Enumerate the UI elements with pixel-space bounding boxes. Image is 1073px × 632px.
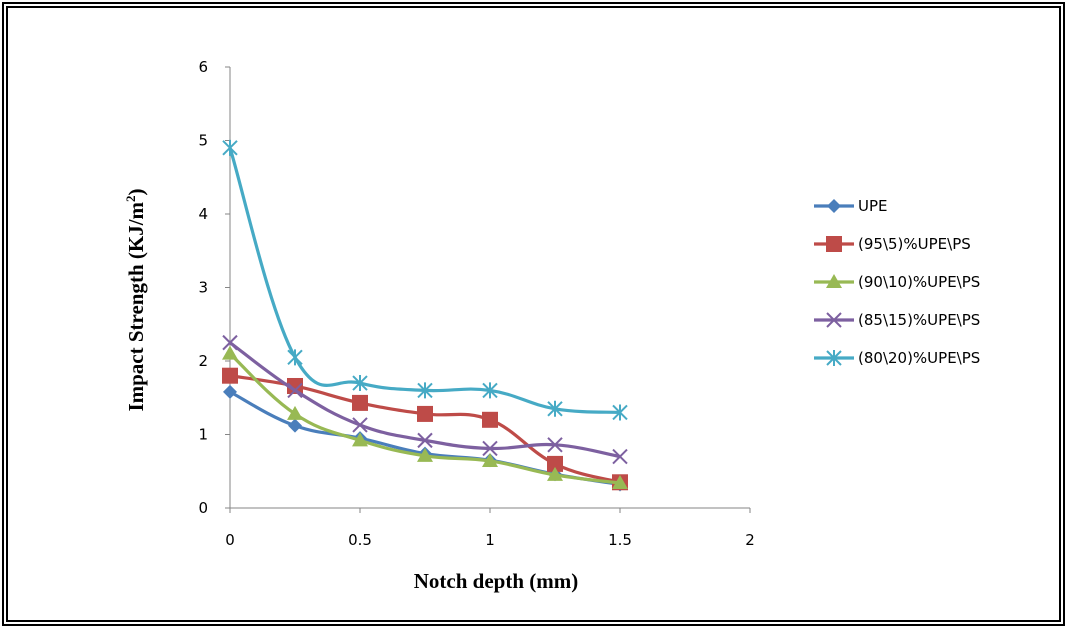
data-point xyxy=(547,455,563,472)
legend-item: (90\10)%UPE\PS xyxy=(814,273,980,291)
legend-swatch-marker xyxy=(826,236,842,252)
legend-item: (95\5)%UPE\PS xyxy=(814,235,971,253)
x-tick-label: 1.5 xyxy=(608,531,632,549)
data-point xyxy=(482,440,498,457)
y-axis-title-sup: 2 xyxy=(123,195,138,202)
y-axis-title: Impact Strength (KJ/m2) xyxy=(123,188,148,411)
data-point xyxy=(287,382,303,399)
y-tick-label: 2 xyxy=(198,352,208,370)
data-point xyxy=(287,377,303,394)
data-point xyxy=(287,405,303,420)
data-point xyxy=(482,452,498,467)
y-tick-label: 1 xyxy=(198,426,208,444)
legend-swatch-marker xyxy=(826,350,842,366)
y-axis-title-close: ) xyxy=(124,188,148,195)
legend-swatch-marker xyxy=(827,199,841,213)
x-tick-label: 0.5 xyxy=(348,531,372,549)
outer-frame xyxy=(2,2,1065,626)
series-3 xyxy=(222,334,628,465)
y-tick-label: 4 xyxy=(198,205,208,223)
data-point xyxy=(352,375,368,392)
legend-swatch-marker xyxy=(826,312,842,328)
legend-label: (95\5)%UPE\PS xyxy=(858,235,971,253)
legend-label: UPE xyxy=(858,197,888,215)
y-tick-label: 6 xyxy=(198,58,208,76)
series-layer xyxy=(222,139,628,492)
legend-swatch-marker xyxy=(826,274,842,288)
x-tick-label: 2 xyxy=(745,531,755,549)
y-tick-label: 3 xyxy=(198,279,208,297)
series-2 xyxy=(222,345,628,490)
x-tick-label: 0 xyxy=(225,531,235,549)
legend-label: (80\20)%UPE\PS xyxy=(858,349,980,367)
data-point xyxy=(547,400,563,417)
data-point xyxy=(288,418,302,433)
data-point xyxy=(482,411,498,428)
legend-item: (85\15)%UPE\PS xyxy=(814,311,980,329)
data-point xyxy=(417,382,433,399)
data-point xyxy=(222,139,238,156)
data-point xyxy=(482,382,498,399)
data-point xyxy=(222,334,238,351)
data-point xyxy=(223,384,237,399)
legend-item: (80\20)%UPE\PS xyxy=(814,349,980,367)
legend-label: (85\15)%UPE\PS xyxy=(858,311,980,329)
legend-label: (90\10)%UPE\PS xyxy=(858,273,980,291)
data-point xyxy=(612,448,628,465)
data-point xyxy=(547,437,563,453)
data-point xyxy=(547,466,563,481)
data-point xyxy=(222,345,238,360)
data-point xyxy=(352,432,368,447)
legend: UPE (95\5)%UPE\PS (90\10)%UPE\PS (85\15)%UP… xyxy=(814,197,980,367)
x-tick-label: 1 xyxy=(485,531,495,549)
series-4 xyxy=(222,139,628,421)
legend-item: UPE xyxy=(814,197,888,215)
data-point xyxy=(612,475,628,490)
data-point xyxy=(222,367,238,384)
data-point xyxy=(417,447,433,462)
y-tick-label: 0 xyxy=(198,499,208,517)
data-point xyxy=(612,404,628,421)
axes: 0 1 2 3 4 5 6 0 0.5 1 1.5 2 xyxy=(198,58,754,549)
data-point xyxy=(417,432,433,449)
data-point xyxy=(352,417,368,433)
y-tick-label: 5 xyxy=(198,132,208,150)
data-point xyxy=(352,394,368,411)
y-axis-title-main: Impact Strength (KJ/m xyxy=(124,201,148,411)
data-point xyxy=(287,349,303,366)
series-line xyxy=(228,147,621,415)
svg-text:Impact Strength (KJ/m2): Impact Strength (KJ/m2) xyxy=(123,188,148,411)
data-point xyxy=(417,405,433,422)
x-axis-title: Notch depth (mm) xyxy=(414,569,578,593)
